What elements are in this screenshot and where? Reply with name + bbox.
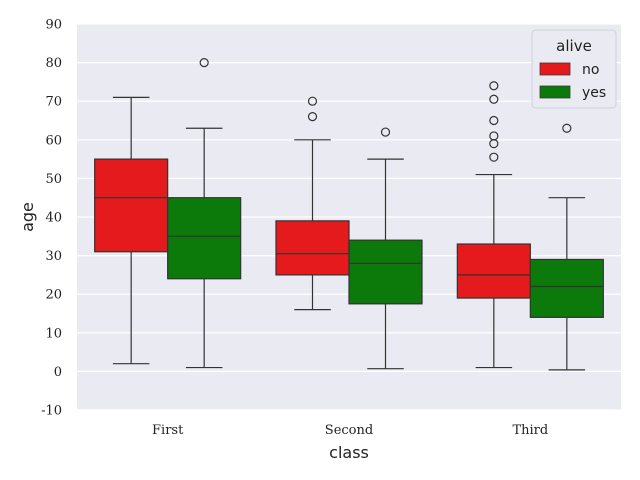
legend: alive no yes (531, 29, 617, 109)
iqr-box (529, 258, 604, 318)
outlier-point (489, 152, 499, 162)
box-no-third (456, 81, 531, 369)
tick-labels: -10 0 10 20 30 40 50 60 70 80 90 First Second Third (41, 18, 548, 439)
outlier-point (380, 127, 391, 137)
boxes-layer (94, 57, 604, 371)
outlier-point (489, 115, 499, 126)
x-tick-label: First (152, 423, 184, 438)
y-tick-label: 10 (45, 326, 62, 341)
y-tick-label: 40 (45, 211, 62, 226)
iqr-box (348, 239, 423, 305)
box-yes-second (348, 127, 423, 370)
outlier-point (199, 57, 209, 68)
box-yes-third (529, 123, 604, 371)
x-tick-label: Second (325, 423, 373, 438)
iqr-box (456, 243, 531, 299)
y-tick-label: 20 (45, 288, 62, 303)
legend-label-yes: yes (582, 85, 606, 101)
y-tick-label: 80 (45, 56, 62, 71)
box-yes-first (167, 57, 242, 369)
iqr-box (167, 197, 242, 280)
y-axis-title: age (18, 202, 37, 232)
y-tick-label: 30 (45, 249, 62, 264)
y-tick-label: 90 (45, 18, 62, 33)
y-tick-label: -10 (41, 404, 62, 419)
outlier-point (307, 96, 318, 106)
x-axis-title: class (329, 443, 369, 462)
outlier-point (489, 131, 499, 141)
y-tick-label: 50 (45, 172, 62, 187)
iqr-box (94, 158, 169, 253)
legend-title: alive (556, 37, 592, 55)
outlier-point (489, 94, 499, 104)
outlier-point (307, 112, 318, 122)
legend-label-no: no (582, 62, 599, 78)
y-tick-label: 0 (54, 365, 62, 380)
y-tick-label: 60 (45, 133, 62, 148)
gridlines (77, 23, 621, 411)
outlier-point (489, 81, 499, 91)
iqr-box (275, 220, 350, 276)
legend-swatch-yes (539, 85, 571, 99)
legend-swatch-no (539, 62, 571, 76)
y-tick-label: 70 (45, 95, 62, 110)
box-no-first (94, 96, 169, 365)
x-tick-label: Third (512, 423, 548, 438)
outlier-point (562, 123, 572, 133)
